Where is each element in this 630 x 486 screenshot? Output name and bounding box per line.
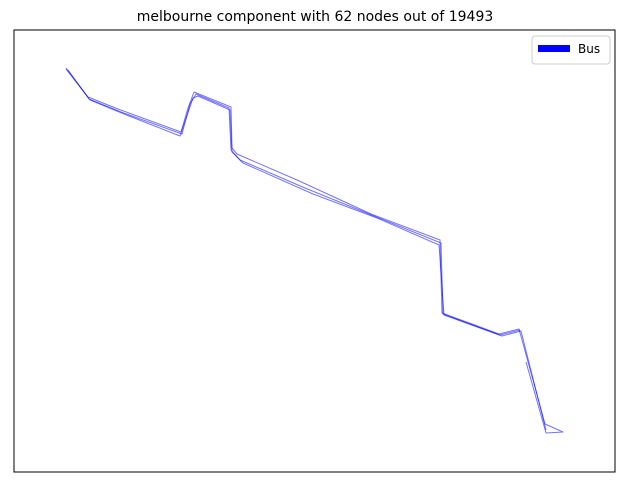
network-routes	[65, 67, 564, 434]
legend-label-bus: Bus	[578, 42, 600, 56]
legend-swatch-bus	[538, 45, 570, 52]
legend: Bus	[531, 35, 611, 65]
axes-frame	[13, 29, 616, 473]
bus-route-trace-3	[67, 69, 521, 336]
legend-box	[531, 35, 611, 65]
chart-title: melbourne component with 62 nodes out of…	[137, 9, 494, 25]
